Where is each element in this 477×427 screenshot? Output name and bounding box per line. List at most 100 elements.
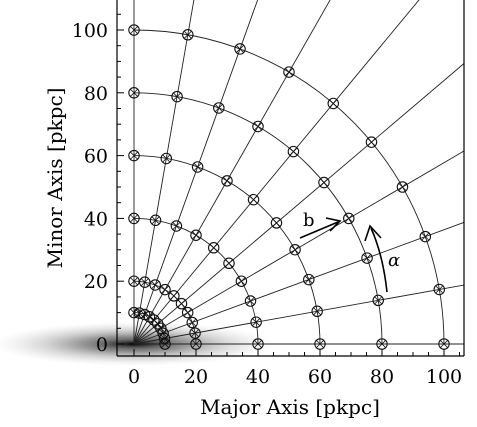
alpha-arrow xyxy=(370,227,388,293)
grid-marker xyxy=(159,283,171,296)
grid-marker xyxy=(168,290,180,302)
grid-marker xyxy=(160,152,173,165)
x-tick-labels: 0 20 40 60 80 100 xyxy=(128,366,462,388)
grid-marker-cross xyxy=(215,104,223,112)
grid-marker xyxy=(223,257,235,270)
grid-marker-cross xyxy=(184,31,192,39)
grid-marker-cross xyxy=(170,292,178,300)
grid-marker xyxy=(207,242,220,254)
grid-marker xyxy=(128,87,140,99)
x-tick-label: 100 xyxy=(426,366,462,388)
axis-ticks xyxy=(117,13,460,356)
radial-grid-line xyxy=(133,62,464,345)
grid-marker xyxy=(270,217,283,229)
grid-marker xyxy=(158,332,171,345)
grid-marker-cross xyxy=(421,232,429,241)
grid-marker xyxy=(252,120,264,133)
grid-marker xyxy=(128,275,140,287)
grid-marker xyxy=(365,136,378,148)
grid-marker xyxy=(235,275,248,287)
grid-marker xyxy=(221,175,233,187)
x-tick-label: 80 xyxy=(370,366,394,388)
y-tick-labels: 0 20 40 60 80 100 xyxy=(72,20,108,356)
grid-marker-cross xyxy=(223,177,231,185)
grid-marker-cross xyxy=(130,26,138,34)
alpha-label: α xyxy=(388,250,400,271)
radial-grid-line xyxy=(133,0,331,345)
grid-marker-cross xyxy=(398,183,407,191)
grid-marker xyxy=(175,297,188,310)
grid-marker xyxy=(128,306,140,319)
grid-marker xyxy=(419,230,432,243)
axes-frame xyxy=(116,0,465,357)
grid-marker-cross xyxy=(193,163,202,171)
y-tick-label: 20 xyxy=(84,271,108,293)
b-label: b xyxy=(303,210,315,231)
grid-lines xyxy=(133,0,464,345)
grid-marker-cross xyxy=(177,299,186,308)
grid-marker-cross xyxy=(374,296,382,305)
arc-grid-line xyxy=(133,92,383,345)
grid-marker xyxy=(287,145,300,158)
grid-marker-cross xyxy=(320,178,328,187)
grid-marker xyxy=(190,229,202,241)
grid-marker-cross xyxy=(191,329,199,337)
x-tick-label: 60 xyxy=(308,366,332,388)
grid-marker-cross xyxy=(237,277,246,285)
arc-grid-line xyxy=(133,155,321,345)
grid-marker xyxy=(318,176,330,189)
grid-marker-cross xyxy=(130,151,138,160)
x-axis-title: Major Axis [pkpc] xyxy=(200,395,380,419)
grid-marker xyxy=(433,283,446,296)
grid-marker xyxy=(149,279,161,291)
grid-marker-cross xyxy=(305,275,313,284)
grid-marker xyxy=(247,193,260,206)
grid-marker xyxy=(191,161,204,173)
grid-marker-cross xyxy=(130,89,138,97)
y-tick-label: 60 xyxy=(84,146,108,168)
grid-marker xyxy=(181,306,194,319)
grid-marker xyxy=(244,295,257,307)
grid-marker-cross xyxy=(367,138,376,146)
grid-marker-cross xyxy=(161,285,169,294)
grid-marker-cross xyxy=(291,246,299,254)
grid-marker xyxy=(303,273,315,286)
grid-marker-cross xyxy=(252,318,260,326)
grid-marker xyxy=(213,102,225,114)
y-tick-label: 100 xyxy=(72,20,108,42)
grid-marker xyxy=(361,252,373,264)
grid-marker-cross xyxy=(440,340,448,348)
grid-marker-cross xyxy=(378,340,386,348)
grid-marker xyxy=(182,29,194,41)
grid-marker-cross xyxy=(172,222,181,230)
b-arrow xyxy=(299,221,339,239)
x-tick-label: 0 xyxy=(128,366,140,388)
grid-marker-cross xyxy=(272,219,281,227)
arc-grid-line xyxy=(133,29,445,345)
grid-marker-cross xyxy=(313,307,321,315)
x-tick-label: 20 xyxy=(184,366,208,388)
y-tick-label: 40 xyxy=(84,208,108,230)
grid-marker-cross xyxy=(130,308,138,317)
grid-marker-cross xyxy=(254,340,262,348)
grid-marker xyxy=(170,220,183,232)
grid-marker xyxy=(250,316,262,328)
grid-marker xyxy=(171,90,183,103)
grid-marker-cross xyxy=(345,214,353,223)
grid-marker-cross xyxy=(289,147,298,156)
grid-marker-cross xyxy=(151,281,159,289)
grid-marker-cross xyxy=(192,231,200,239)
grid-marker-cross xyxy=(141,278,149,286)
grid-marker-cross xyxy=(173,92,181,101)
grid-marker-cross xyxy=(151,216,160,224)
grid-marker xyxy=(186,316,199,329)
grid-marker xyxy=(189,327,201,339)
grid-marker xyxy=(327,97,340,110)
grid-marker-cross xyxy=(246,297,255,305)
grid-marker-cross xyxy=(225,259,233,267)
grid-marker xyxy=(128,149,140,162)
y-tick-label: 0 xyxy=(96,334,108,356)
grid-marker-cross xyxy=(249,195,258,204)
grid-marker-cross xyxy=(254,122,262,131)
